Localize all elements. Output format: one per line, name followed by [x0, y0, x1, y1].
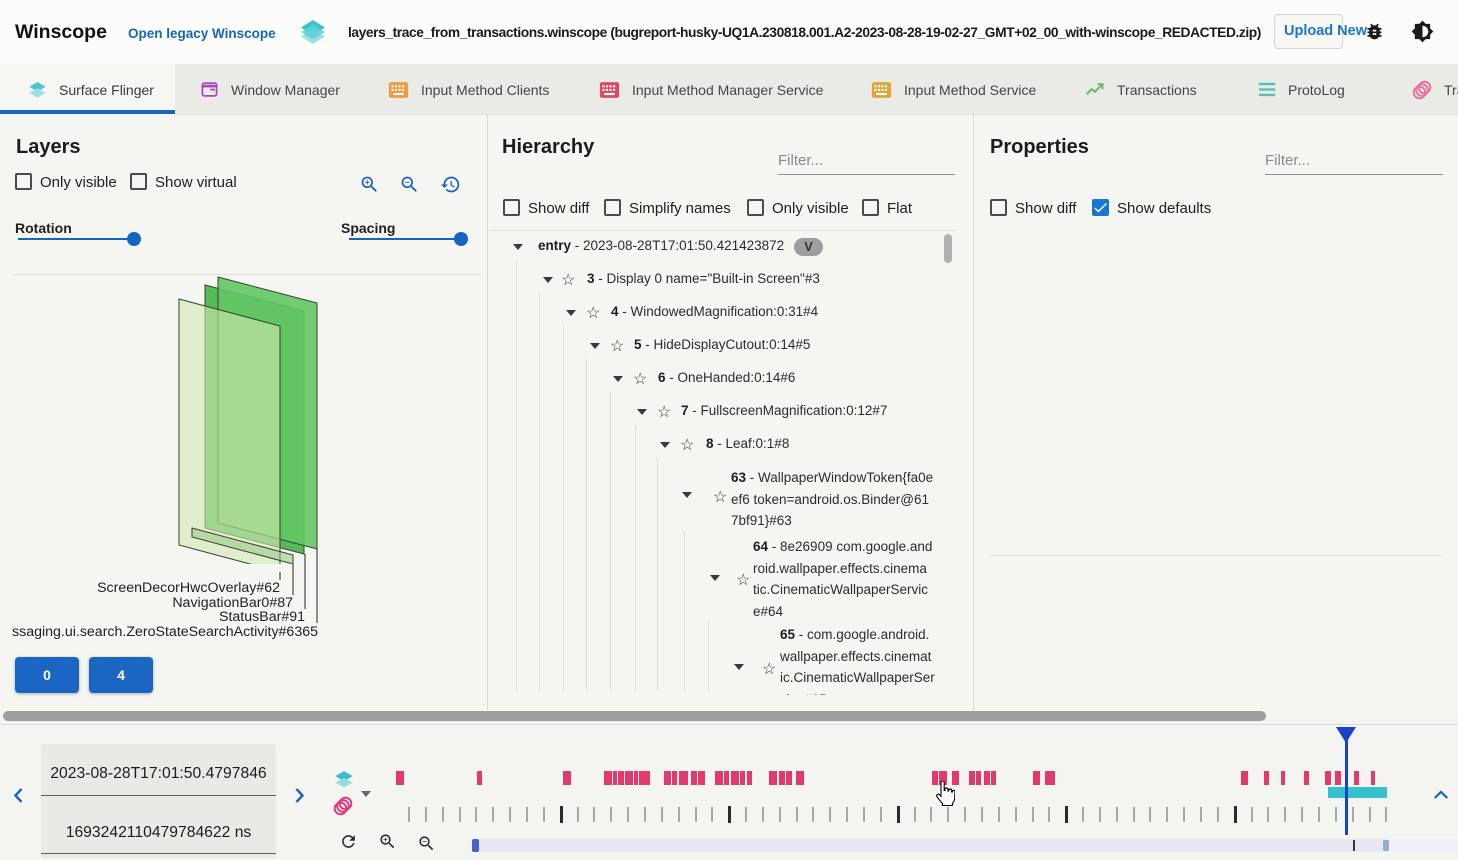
svg-text:StatusBar#91: StatusBar#91: [219, 609, 305, 625]
svg-text:ScreenDecorHwcOverlay#62: ScreenDecorHwcOverlay#62: [97, 580, 280, 596]
svg-text:NavigationBar0#87: NavigationBar0#87: [172, 595, 293, 611]
svg-text:ssaging.ui.search.ZeroStateSea: ssaging.ui.search.ZeroStateSearchActivit…: [12, 624, 318, 640]
